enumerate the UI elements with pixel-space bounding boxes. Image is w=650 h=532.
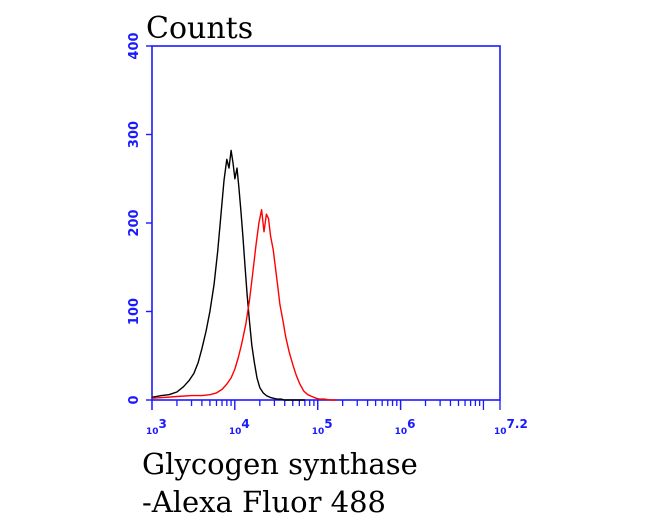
x-tick-label-0: 103 — [146, 417, 167, 437]
plot-frame — [151, 45, 501, 401]
series-group — [151, 149, 337, 401]
y-tick-label-0: 0 — [127, 395, 142, 404]
y-axis-title: Counts — [146, 11, 253, 46]
x-tick-label-4: 107.2 — [494, 417, 528, 437]
y-tick-label-200: 200 — [127, 209, 142, 236]
y-tick-label-300: 300 — [127, 121, 142, 148]
x-axis-title-line-1: Glycogen synthase — [142, 447, 418, 481]
y-axis-ticks: 0 100 200 300 400 — [127, 32, 152, 405]
y-tick-label-400: 400 — [127, 32, 142, 59]
x-tick-label-1: 104 — [229, 417, 250, 437]
y-tick-label-100: 100 — [127, 298, 142, 325]
series-line-1 — [151, 208, 337, 401]
x-tick-label-3: 106 — [395, 417, 416, 437]
series-line-0 — [151, 149, 305, 401]
x-axis-title-line-2: -Alexa Fluor 488 — [142, 485, 386, 519]
x-tick-label-2: 105 — [312, 417, 333, 437]
x-axis-ticks: 103 104 105 106 107.2 — [146, 400, 528, 437]
